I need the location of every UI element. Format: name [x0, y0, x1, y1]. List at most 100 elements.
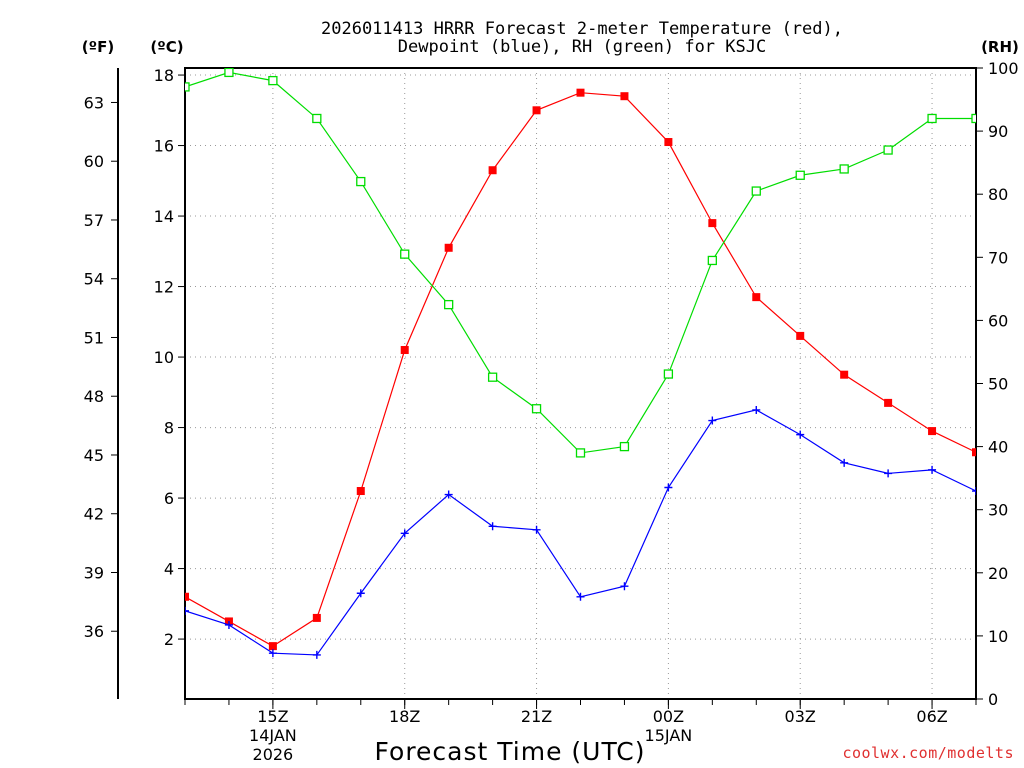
left-axis-unit-fahrenheit: (ºF)	[82, 38, 114, 56]
rh-tick-label: 0	[988, 690, 998, 709]
2-meter-temperature-point	[664, 138, 673, 147]
rh-tick-label: 30	[988, 501, 1008, 520]
fahrenheit-tick-label: 45	[84, 446, 104, 465]
series-layer	[185, 68, 976, 659]
grid-layer	[185, 68, 976, 699]
relative-humidity-point	[487, 372, 498, 382]
relative-humidity-point	[224, 68, 234, 78]
dewpoint-point	[620, 582, 629, 591]
relative-humidity-point	[795, 170, 805, 180]
fahrenheit-tick-label: 54	[84, 270, 104, 289]
fahrenheit-tick-label: 57	[84, 211, 104, 230]
x-tick-label: 21Z	[521, 707, 552, 726]
right-axis-unit-rh: (RH)	[981, 38, 1019, 56]
2-meter-temperature-point	[708, 219, 717, 228]
x-tick-date-label: 14JAN	[249, 726, 297, 745]
dewpoint-point	[268, 649, 277, 658]
dewpoint-point	[224, 620, 233, 629]
celsius-tick-label: 6	[164, 489, 174, 508]
celsius-tick-label: 14	[154, 207, 174, 226]
x-tick-label: 00Z	[653, 707, 684, 726]
2-meter-temperature-point	[312, 613, 321, 622]
fahrenheit-tick-label: 42	[84, 505, 104, 524]
rh-tick-label: 70	[988, 248, 1008, 267]
relative-humidity-point	[400, 249, 410, 259]
fahrenheit-tick-label: 39	[84, 563, 104, 582]
dewpoint-point	[312, 650, 321, 659]
dewpoint-point	[928, 465, 937, 474]
dewpoint-point	[884, 469, 893, 478]
x-tick-label: 03Z	[785, 707, 816, 726]
credit-link[interactable]: coolwx.com/modelts	[842, 744, 1014, 762]
x-tick-date-label: 15JAN	[645, 726, 693, 745]
2-meter-temperature-point	[268, 642, 277, 651]
fahrenheit-tick-label: 51	[84, 328, 104, 347]
x-tick-label: 06Z	[916, 707, 947, 726]
relative-humidity-point	[268, 75, 278, 86]
fahrenheit-tick-label: 48	[84, 387, 104, 406]
rh-tick-label: 60	[988, 311, 1008, 330]
x-axis-title: Forecast Time (UTC)	[375, 737, 646, 766]
2-meter-temperature-point	[884, 398, 893, 407]
relative-humidity-point	[663, 369, 674, 379]
2-meter-temperature-point	[532, 106, 541, 115]
2-meter-temperature-point	[752, 293, 761, 302]
rh-tick-label: 50	[988, 375, 1008, 394]
relative-humidity-point	[531, 404, 542, 414]
dewpoint-point	[840, 458, 849, 467]
relative-humidity-point	[839, 164, 849, 174]
2-meter-temperature-point	[185, 592, 189, 601]
2-meter-temperature-point	[400, 346, 409, 355]
x-tick-label: 15Z	[257, 707, 288, 726]
2-meter-temperature-point	[488, 166, 497, 175]
relative-humidity-point	[707, 255, 717, 266]
2-meter-temperature-point	[620, 92, 629, 101]
celsius-tick-label: 16	[154, 137, 174, 156]
rh-tick-label: 90	[988, 122, 1008, 141]
rh-tick-label: 20	[988, 564, 1008, 583]
2-meter-temperature-point	[972, 448, 976, 457]
dewpoint-line	[185, 409, 976, 656]
dewpoint-point	[488, 522, 497, 531]
2-meter-temperature-line	[185, 92, 976, 647]
dewpoint-point	[972, 487, 976, 496]
relative-humidity-point	[927, 113, 937, 124]
celsius-tick-label: 2	[164, 630, 174, 649]
celsius-tick-label: 10	[154, 348, 174, 367]
relative-humidity-point	[619, 441, 630, 452]
dewpoint-point	[444, 490, 453, 499]
2-meter-temperature-point	[796, 331, 805, 340]
dewpoint-point	[356, 589, 365, 598]
relative-humidity-point	[883, 145, 893, 155]
relative-humidity-line	[185, 71, 976, 454]
dewpoint-point	[532, 525, 541, 534]
dewpoint-point	[708, 416, 717, 425]
x-tick-label: 18Z	[389, 707, 420, 726]
celsius-tick-label: 18	[154, 66, 174, 85]
relative-humidity-point	[312, 113, 322, 124]
dewpoint-point	[752, 405, 761, 414]
chart-title-line-1: 2026011413 HRRR Forecast 2-meter Tempera…	[321, 19, 843, 39]
rh-tick-label: 10	[988, 627, 1008, 646]
rh-tick-label: 40	[988, 438, 1008, 457]
dewpoint-point	[400, 529, 409, 538]
relative-humidity-point	[751, 186, 761, 196]
relative-humidity-point	[185, 82, 190, 92]
x-tick-year-label: 2026	[253, 745, 294, 764]
relative-humidity-point	[356, 176, 366, 187]
celsius-tick-label: 12	[154, 278, 174, 297]
rh-tick-label: 80	[988, 185, 1008, 204]
fahrenheit-tick-label: 63	[84, 93, 104, 112]
relative-humidity-point	[444, 299, 454, 310]
2-meter-temperature-point	[840, 370, 849, 379]
relative-humidity-point	[971, 113, 976, 124]
2-meter-temperature-point	[444, 243, 453, 252]
2-meter-temperature-point	[576, 88, 585, 97]
2-meter-temperature-point	[356, 487, 365, 496]
rh-tick-label: 100	[988, 59, 1019, 78]
dewpoint-point	[576, 592, 585, 601]
left-axis-unit-celsius: (ºC)	[150, 38, 183, 56]
relative-humidity-point	[575, 448, 586, 458]
chart-title-line-2: Dewpoint (blue), RH (green) for KSJC	[398, 37, 766, 57]
